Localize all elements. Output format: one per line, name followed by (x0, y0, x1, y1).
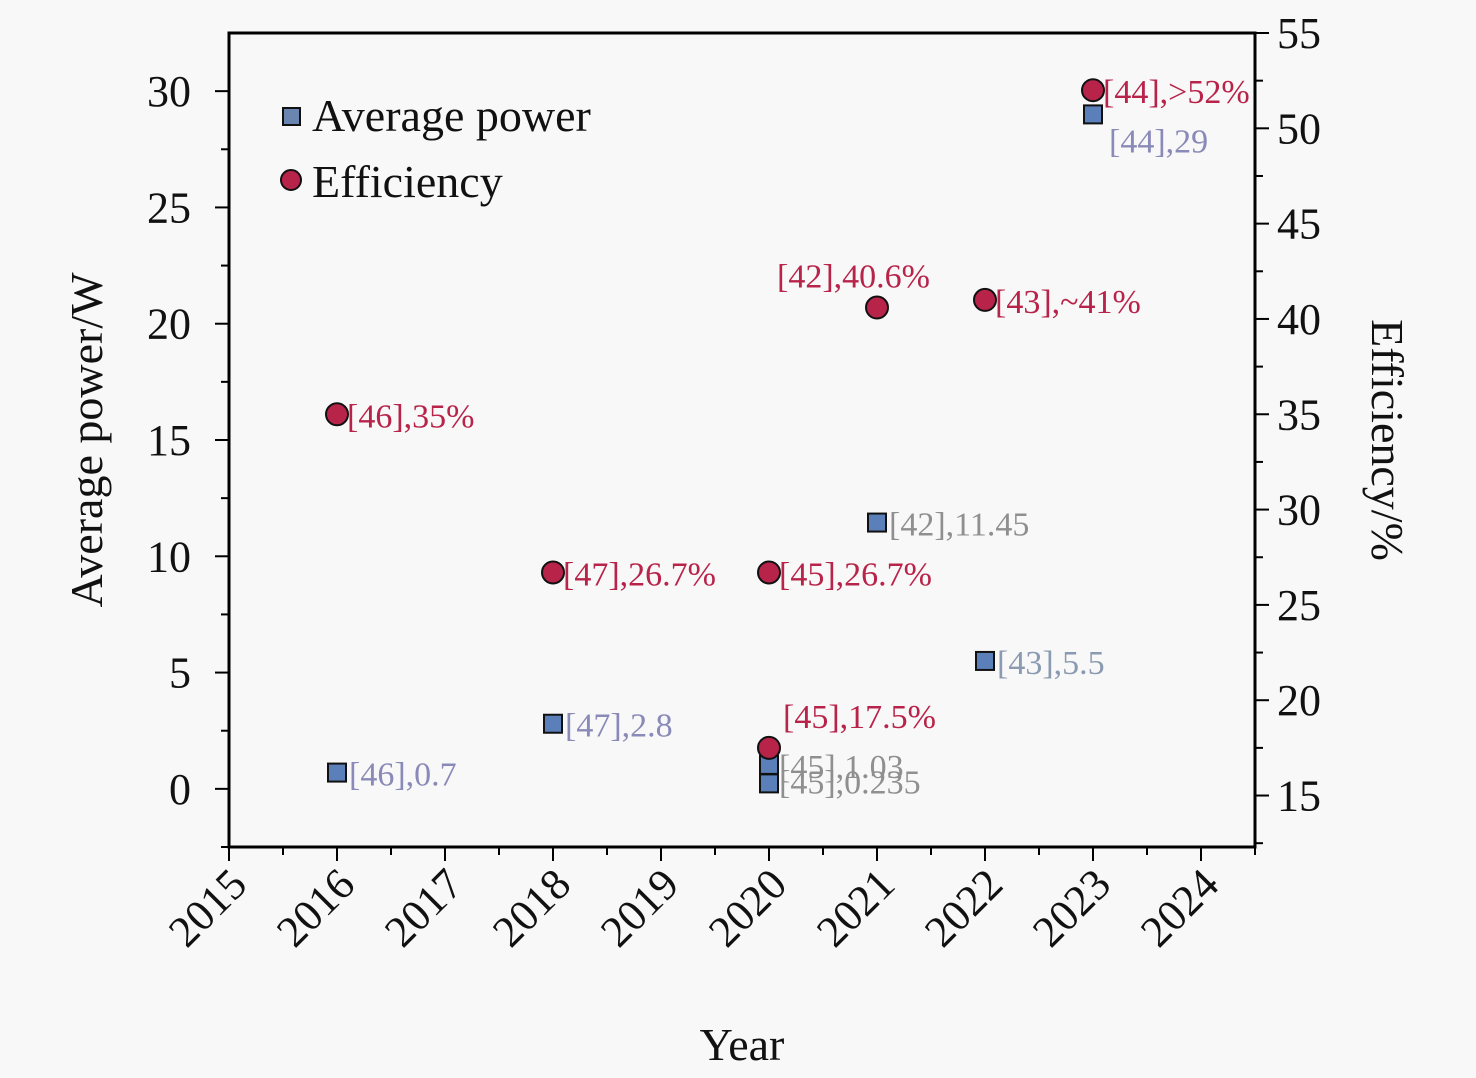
legend-circle-marker-icon (280, 169, 302, 191)
efficiency-point (1081, 78, 1105, 103)
power-data-label: [44],29 (1109, 123, 1208, 160)
power-point (1083, 104, 1103, 125)
power-data-label: [42],11.45 (889, 507, 1029, 544)
y2-axis-title: Efficiency/% (1362, 319, 1413, 561)
y2-tick-label: 20 (1277, 676, 1321, 725)
data-marks (325, 78, 1105, 794)
legend-square-marker-icon (282, 107, 301, 126)
efficiency-point (973, 287, 997, 312)
power-data-label: [43],5.5 (997, 645, 1105, 682)
y2-tick-label: 50 (1277, 104, 1321, 153)
x-tick-label: 2020 (699, 859, 796, 956)
y-tick-label: 10 (147, 532, 191, 581)
y-axis-left: 0 5 10 15 20 25 30 (147, 67, 229, 848)
y-tick-label: 25 (147, 183, 191, 232)
x-tick-label: 2017 (375, 859, 472, 956)
x-tick-label: 2019 (591, 859, 688, 956)
efficiency-data-label: [45],17.5% (783, 699, 936, 736)
plot-area (227, 31, 1257, 849)
x-tick-label: 2018 (483, 859, 580, 956)
x-tick-label: 2021 (807, 859, 904, 956)
power-data-label: [45],1.03 (779, 749, 904, 786)
efficiency-point (325, 402, 349, 427)
legend: Average power Efficiency (280, 90, 591, 207)
y-axis-title: Average power/W (61, 272, 112, 608)
efficiency-data-label: [43],~41% (995, 284, 1141, 321)
x-tick-label: 2015 (159, 859, 256, 956)
efficiency-point (757, 735, 781, 760)
x-tick-label: 2022 (915, 859, 1012, 956)
y2-tick-label: 30 (1277, 486, 1321, 535)
x-tick-label: 2023 (1023, 859, 1120, 956)
power-point (327, 762, 347, 783)
y-tick-label: 0 (169, 765, 191, 814)
power-data-label: [47],2.8 (565, 708, 673, 745)
efficiency-data-label: [46],35% (347, 398, 474, 435)
legend-label-average-power: Average power (312, 90, 591, 141)
efficiency-data-label: [44],>52% (1103, 74, 1250, 111)
y2-tick-label: 35 (1277, 390, 1321, 439)
efficiency-point (757, 560, 781, 585)
y2-tick-label: 45 (1277, 200, 1321, 249)
x-axis: 2015 2016 2017 2018 2019 2020 2021 2022 2023 2024 (159, 847, 1256, 956)
legend-label-efficiency: Efficiency (312, 156, 503, 207)
efficiency-point (541, 560, 565, 585)
y-tick-label: 5 (169, 649, 191, 698)
x-tick-label: 2016 (267, 859, 364, 956)
power-point (543, 713, 563, 734)
x-axis-title: Year (700, 1019, 785, 1070)
y2-tick-label: 40 (1277, 295, 1321, 344)
power-point (867, 512, 887, 533)
efficiency-point (865, 295, 889, 320)
y-tick-label: 30 (147, 67, 191, 116)
y2-tick-label: 25 (1277, 581, 1321, 630)
power-point (975, 650, 995, 671)
x-tick-label: 2024 (1131, 859, 1228, 956)
power-data-label: [45],0.235 (779, 764, 921, 801)
power-data-label: [46],0.7 (349, 757, 457, 794)
y-tick-label: 20 (147, 300, 191, 349)
efficiency-data-label: [45],26.7% (779, 556, 932, 593)
y2-tick-label: 55 (1277, 9, 1321, 58)
efficiency-data-label: [47],26.7% (563, 556, 716, 593)
y-axis-right: 15 20 25 30 35 40 45 50 55 (1255, 9, 1321, 845)
data-annotations: [46],0.7 [47],2.8 [45],1.03[45],0.235 [42],… (347, 74, 1250, 801)
y2-tick-label: 15 (1277, 772, 1321, 821)
power-point (759, 773, 779, 794)
efficiency-data-label: [42],40.6% (777, 259, 930, 296)
y-tick-label: 15 (147, 416, 191, 465)
